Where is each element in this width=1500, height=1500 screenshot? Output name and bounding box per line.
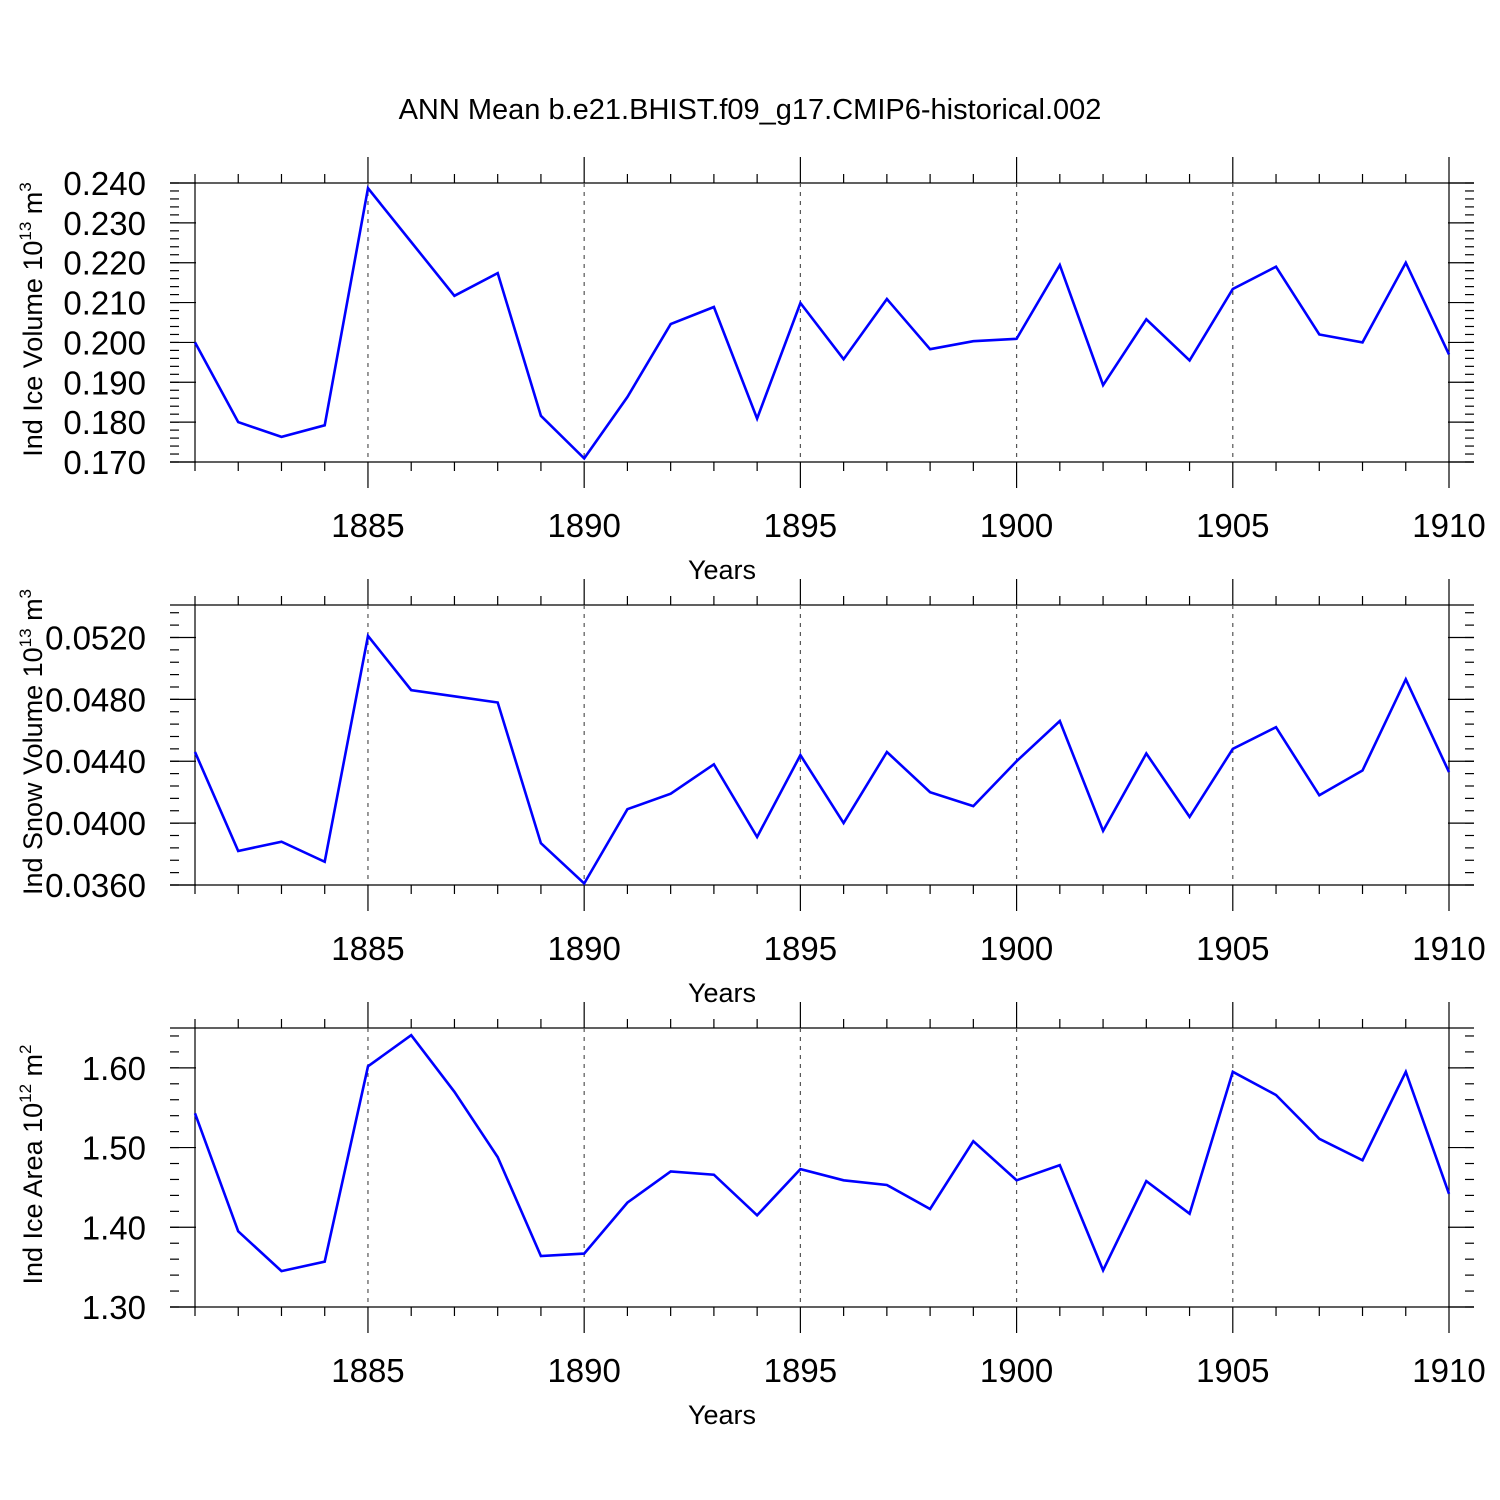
- y-tick-label: 0.0520: [45, 619, 146, 656]
- x-tick-label: 1895: [764, 1352, 837, 1389]
- x-axis-label: Years: [688, 978, 756, 1008]
- x-tick-label: 1905: [1196, 1352, 1269, 1389]
- y-tick-label: 0.200: [63, 324, 146, 361]
- panel-1: 1885 1890 1895 1900 1905 19100.1700.1800.1900…: [16, 157, 1486, 585]
- y-tick-label: 0.170: [63, 444, 146, 481]
- x-tick-label: 1910: [1412, 1352, 1485, 1389]
- y-tick-label: 0.0480: [45, 681, 146, 718]
- x-tick-label: 1900: [980, 930, 1053, 967]
- y-axis-label: Ind Ice Volume 1013 m3: [16, 182, 48, 457]
- x-tick-label: 1890: [547, 1352, 620, 1389]
- y-tick-label: 0.210: [63, 285, 146, 322]
- y-tick-label: 1.30: [82, 1289, 146, 1326]
- panels: 1885 1890 1895 1900 1905 19100.1700.1800.1900…: [16, 157, 1486, 1430]
- x-axis-label: Years: [688, 555, 756, 585]
- y-tick-label: 0.240: [63, 165, 146, 202]
- x-tick-label: 1910: [1412, 507, 1485, 544]
- series-line: [193, 632, 1451, 886]
- y-tick-label: 0.0360: [45, 867, 146, 904]
- x-tick-label: 1900: [980, 507, 1053, 544]
- x-tick-label: 1895: [764, 930, 837, 967]
- y-tick-label: 0.0440: [45, 743, 146, 780]
- y-tick-label: 0.190: [63, 364, 146, 401]
- y-axis-label: Ind Snow Volume 1013 m3: [16, 589, 48, 895]
- y-tick-label: 0.220: [63, 245, 146, 282]
- x-tick-label: 1885: [331, 930, 404, 967]
- y-tick-label: 1.40: [82, 1209, 146, 1246]
- x-tick-label: 1905: [1196, 507, 1269, 544]
- series-line: [193, 1033, 1451, 1274]
- x-tick-label: 1910: [1412, 930, 1485, 967]
- series-line: [193, 185, 1451, 461]
- y-tick-label: 0.230: [63, 205, 146, 242]
- x-tick-label: 1905: [1196, 930, 1269, 967]
- y-tick-label: 0.0400: [45, 805, 146, 842]
- panel-3: 1885 1890 1895 1900 1905 1910 1.30 1.40 1.50 1.60…: [16, 1002, 1486, 1430]
- x-tick-label: 1885: [331, 507, 404, 544]
- x-axis-label: Years: [688, 1400, 756, 1430]
- x-tick-label: 1900: [980, 1352, 1053, 1389]
- y-tick-label: 0.180: [63, 404, 146, 441]
- x-tick-label: 1885: [331, 1352, 404, 1389]
- x-tick-label: 1890: [547, 930, 620, 967]
- x-tick-label: 1890: [547, 507, 620, 544]
- x-tick-label: 1895: [764, 507, 837, 544]
- y-tick-label: 1.50: [82, 1130, 146, 1167]
- y-axis-label: Ind Ice Area 1012 m2: [16, 1044, 48, 1284]
- y-tick-label: 1.60: [82, 1050, 146, 1087]
- figure-title: ANN Mean b.e21.BHIST.f09_g17.CMIP6-histo…: [399, 94, 1102, 126]
- panel-2: 1885 1890 1895 1900 1905 1910 0.0360 0.0400 0.04…: [16, 579, 1486, 1008]
